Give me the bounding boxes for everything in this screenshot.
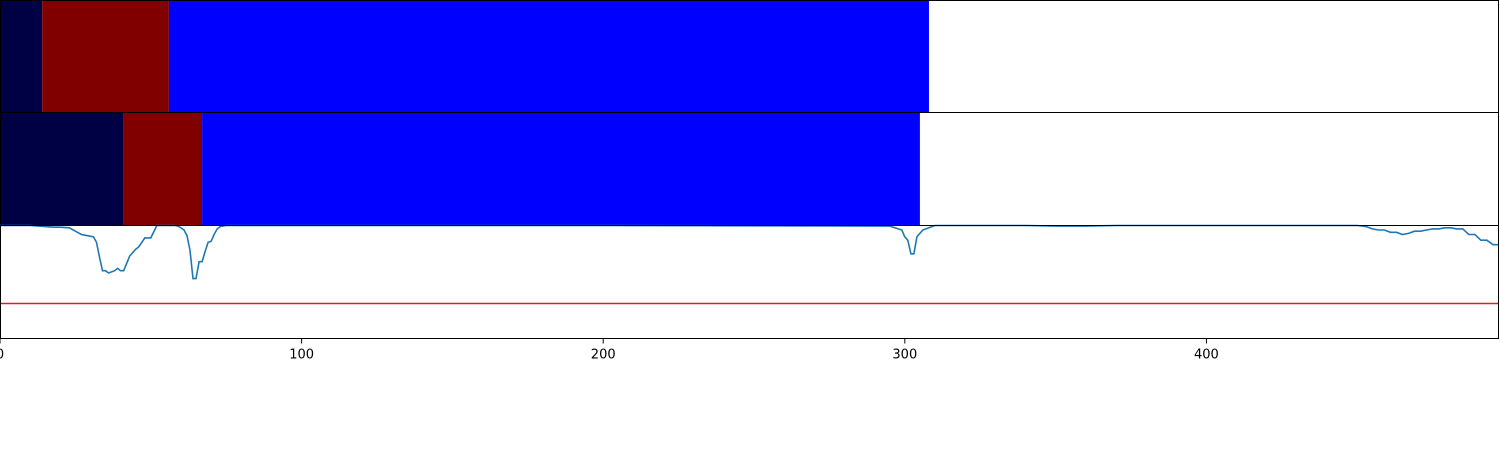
x-tick-label: 300 xyxy=(892,348,917,363)
x-axis: 0 100 200 300 400 xyxy=(0,338,1219,363)
signal-panel xyxy=(0,224,1499,339)
x-tick-label: 100 xyxy=(289,348,314,363)
segment-bar xyxy=(123,112,203,226)
x-tick-label: 0 xyxy=(0,348,4,363)
middle-segment-panel xyxy=(0,112,1499,226)
segment-bar xyxy=(42,0,169,113)
x-tick-label: 400 xyxy=(1194,348,1219,363)
x-tick-label: 200 xyxy=(591,348,616,363)
panel-frame xyxy=(0,225,1499,339)
segment-bar xyxy=(168,0,929,113)
top-segment-panel xyxy=(0,0,1499,113)
segment-bar xyxy=(202,112,920,226)
segment-bar xyxy=(0,0,43,113)
segment-bar xyxy=(0,112,124,226)
signal-line xyxy=(0,224,1499,280)
